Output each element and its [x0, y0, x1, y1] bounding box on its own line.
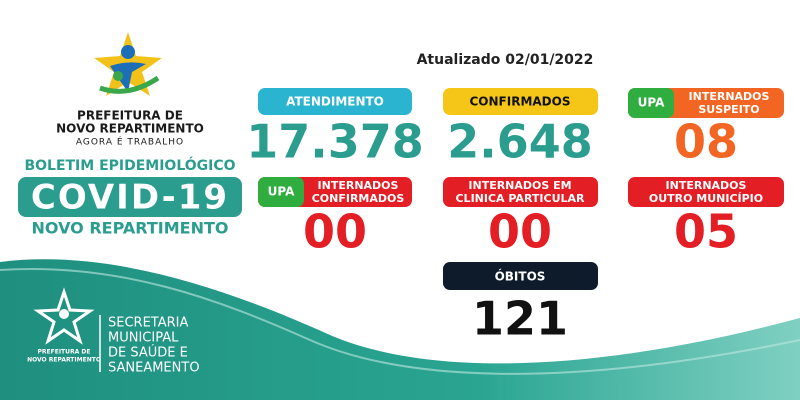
dept-line: DE SAÚDE E	[108, 345, 188, 361]
org-line2: NOVO REPARTIMENTO	[56, 122, 204, 136]
org-line1: PREFEITURA DE	[77, 109, 183, 123]
dept-line: MUNICIPAL	[108, 331, 179, 346]
card-tag: UPA	[268, 185, 295, 199]
card-label: INTERNADOS EM	[468, 179, 571, 192]
slogan: AGORA É TRABALHO	[76, 136, 184, 148]
card-header	[443, 177, 598, 207]
card-label: CONFIRMADOS	[312, 192, 405, 205]
card-header	[628, 177, 784, 207]
upa-tag	[628, 88, 674, 118]
card-label: ÓBITOS	[495, 269, 546, 284]
card-value: 2.648	[447, 115, 593, 169]
dept-line: SECRETARIA	[108, 316, 188, 331]
card-header	[258, 88, 412, 115]
subtitle: NOVO REPARTIMENTO	[32, 219, 229, 238]
dept-line: SANEAMENTO	[108, 361, 200, 376]
card-value: 00	[488, 205, 552, 259]
title-banner	[18, 177, 242, 217]
wave-line	[0, 267, 800, 375]
title: COVID-19	[31, 178, 229, 218]
upa-tag	[258, 177, 304, 207]
card-value: 05	[674, 205, 738, 259]
card-label: INTERNADOS	[689, 90, 770, 103]
card-label: INTERNADOS	[318, 179, 399, 192]
logo	[94, 32, 162, 96]
card-value: 00	[303, 205, 367, 259]
card-label: CONFIRMADOS	[470, 95, 571, 109]
card-label: ATENDIMENTO	[286, 95, 384, 109]
footer-logo-line1: PREFEITURA DE	[38, 349, 91, 356]
card-value: 121	[472, 292, 568, 346]
footer-logo	[33, 287, 95, 345]
card-value: 17.378	[246, 115, 424, 169]
footer-logo-line2: NOVO REPARTIMENTO	[27, 357, 101, 364]
card-label: INTERNADOS	[666, 179, 747, 192]
card-value: 08	[674, 115, 738, 169]
card-label: SUSPEITO	[698, 103, 759, 116]
footer-wave	[0, 259, 800, 400]
updated: Atualizado 02/01/2022	[417, 52, 594, 68]
bulletin-label: BOLETIM EPIDEMIOLÓGICO	[24, 156, 235, 174]
card-header	[443, 88, 598, 115]
card-header	[443, 262, 598, 290]
card-label: CLINICA PARTICULAR	[455, 192, 585, 205]
card-label: OUTRO MUNICÍPIO	[649, 192, 763, 205]
card-tag: UPA	[638, 96, 665, 110]
